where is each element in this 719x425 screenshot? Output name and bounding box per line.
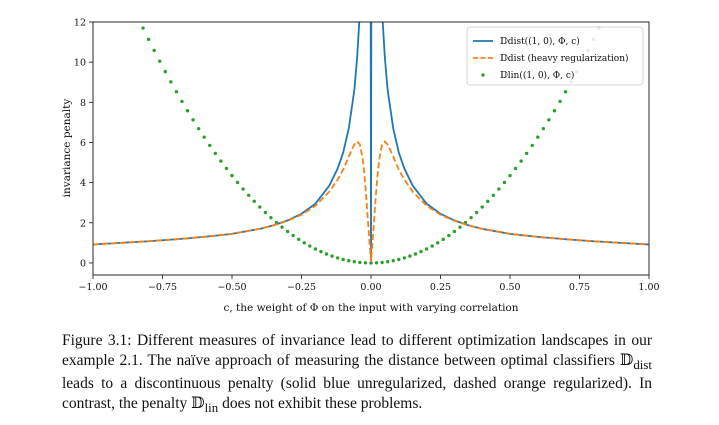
x-tick-label: −0.50 bbox=[217, 282, 246, 293]
y-axis-ticks: 0 2 4 6 8 10 12 bbox=[74, 18, 93, 269]
x-tick-label: −1.00 bbox=[78, 282, 107, 293]
y-tick-label: 0 bbox=[80, 258, 86, 269]
legend-label-dlin: 𝔻lin((1, 0), Φ, c) bbox=[500, 70, 574, 81]
y-tick-label: 10 bbox=[74, 58, 86, 69]
y-tick-label: 2 bbox=[80, 218, 86, 229]
x-tick-label: −0.25 bbox=[287, 282, 316, 293]
y-tick-label: 6 bbox=[80, 138, 86, 149]
series-dlin-dotted bbox=[141, 26, 601, 265]
y-axis-label: invariance penalty bbox=[61, 99, 73, 198]
caption-line-1: Figure 3.1: Different measures of invari… bbox=[62, 332, 609, 349]
legend-swatch-dlin bbox=[481, 73, 485, 77]
figure-caption: Figure 3.1: Different measures of invari… bbox=[62, 331, 652, 417]
caption-line-4-pre: regularized). In contrast, the penalty 𝔻 bbox=[62, 375, 652, 412]
plot-frame bbox=[92, 21, 650, 276]
x-tick-label: 0.25 bbox=[430, 282, 451, 293]
legend-label-ddist-regularized: 𝔻dist (heavy regularization) bbox=[500, 53, 629, 64]
caption-line-4-sub: lin bbox=[204, 399, 219, 415]
x-axis-label: c, the weight of Φ on the input with var… bbox=[223, 302, 518, 314]
legend-box bbox=[466, 26, 644, 86]
caption-line-2: in our example 2.1. The naïve approach o… bbox=[62, 332, 652, 369]
x-tick-label: 1.00 bbox=[638, 282, 659, 293]
caption-line-3-sub: dist bbox=[633, 356, 652, 372]
caption-line-4-post: does not exhibit these problems. bbox=[218, 394, 423, 412]
x-tick-label: 0.00 bbox=[360, 282, 381, 293]
legend-label-ddist: 𝔻dist((1, 0), Φ, c) bbox=[500, 36, 580, 47]
y-tick-label: 4 bbox=[80, 178, 86, 189]
x-tick-label: −0.75 bbox=[148, 282, 177, 293]
y-tick-label: 12 bbox=[74, 18, 86, 29]
caption-line-3-post: leads to a discontinuous penalty (solid … bbox=[62, 375, 546, 393]
x-axis-ticks: −1.00 −0.75 −0.50 −0.25 0.00 0.25 0.50 0.75 1.00 bbox=[78, 275, 660, 293]
caption-line-3-pre: classifiers 𝔻 bbox=[552, 351, 634, 369]
series-ddist-regularized-dashed bbox=[93, 140, 649, 263]
y-tick-label: 8 bbox=[80, 98, 86, 109]
legend: 𝔻dist((1, 0), Φ, c) 𝔻dist (heavy regular… bbox=[466, 26, 644, 86]
x-tick-label: 0.75 bbox=[569, 282, 590, 293]
x-tick-label: 0.50 bbox=[499, 282, 520, 293]
